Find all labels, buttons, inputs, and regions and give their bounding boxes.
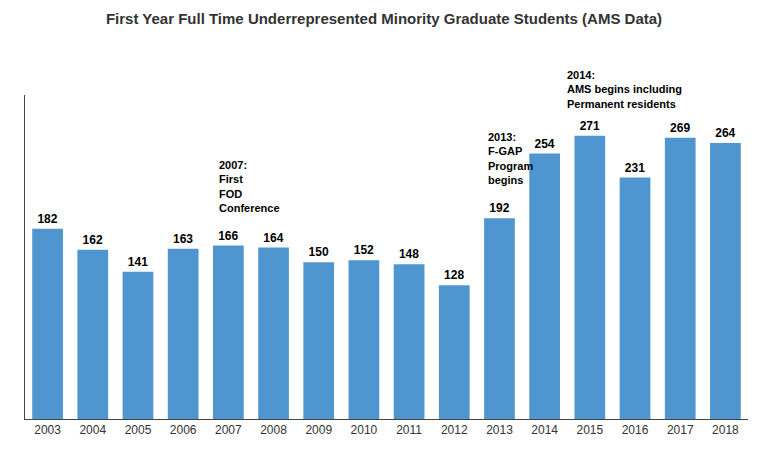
svg-text:128: 128 [444,268,464,282]
svg-text:2013:F-GAPProgrambegins: 2013:F-GAPProgrambegins [488,131,533,186]
svg-text:2012: 2012 [441,423,468,437]
svg-text:2014: 2014 [531,423,558,437]
svg-text:2005: 2005 [125,423,152,437]
svg-text:First Year Full Time Underrepr: First Year Full Time Underrepresented Mi… [106,10,662,27]
svg-text:148: 148 [399,247,419,261]
svg-text:264: 264 [715,126,735,140]
svg-text:163: 163 [173,232,193,246]
svg-text:254: 254 [534,137,554,151]
svg-text:2010: 2010 [351,423,378,437]
svg-text:269: 269 [670,121,690,135]
svg-text:2011: 2011 [396,423,422,437]
svg-text:2003: 2003 [34,423,61,437]
svg-text:2013: 2013 [486,423,513,437]
svg-text:2018: 2018 [712,423,739,437]
svg-text:141: 141 [128,255,148,269]
svg-text:192: 192 [489,201,509,215]
svg-text:231: 231 [625,161,645,175]
svg-text:162: 162 [83,233,103,247]
svg-text:152: 152 [354,243,374,257]
svg-text:182: 182 [37,212,57,226]
svg-text:150: 150 [309,245,329,259]
svg-text:2009: 2009 [305,423,332,437]
svg-text:2004: 2004 [79,423,106,437]
svg-text:2008: 2008 [260,423,287,437]
svg-text:2007:FirstFODConference: 2007:FirstFODConference [219,159,280,214]
svg-text:2007: 2007 [215,423,242,437]
svg-text:2014:AMS begins includingPerma: 2014:AMS begins includingPermanent resid… [567,69,682,110]
svg-text:2016: 2016 [622,423,649,437]
svg-text:2006: 2006 [170,423,197,437]
svg-text:2015: 2015 [576,423,603,437]
svg-text:2017: 2017 [667,423,694,437]
svg-text:271: 271 [580,119,600,133]
svg-text:166: 166 [218,229,238,243]
svg-text:164: 164 [263,231,283,245]
